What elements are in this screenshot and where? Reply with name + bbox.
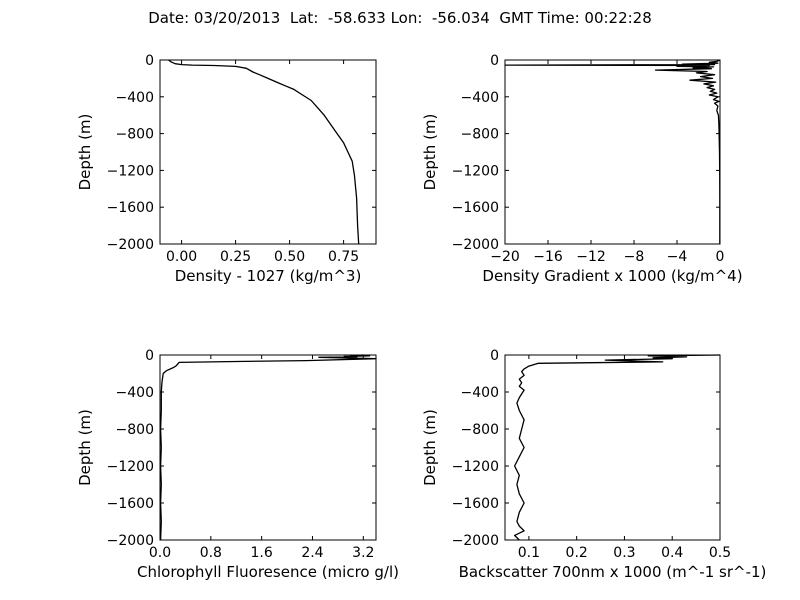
chart-1-y-tick-label: 0 [490,53,499,69]
chart-0-y-tick-label: −1200 [107,163,154,179]
chart-1-x-tick-label: 0 [716,249,725,265]
chart-2-y-tick-label: −2000 [107,533,154,549]
chart-2-y-tick-label: −1600 [107,496,154,512]
chart-0-x-tick-label: 0.75 [328,249,359,265]
chart-3-y-tick-label: 0 [490,348,499,364]
chart-3-x-tick-label: 0.3 [613,545,635,561]
chart-0-y-axis-label: Depth (m) [76,114,94,191]
chart-0-series-0-line [168,59,360,245]
chart-0-y-tick-label: 0 [145,53,154,69]
chart-1-y-tick-label: −2000 [452,237,499,253]
chart-3-x-tick-label: 0.4 [661,545,683,561]
chart-3-y-tick-label: −400 [461,385,499,401]
chart-3-x-axis-label: Backscatter 700nm x 1000 (m^-1 sr^-1) [459,563,767,581]
chart-2-y-tick-label: 0 [145,348,154,364]
chart-1-y-tick-label: −800 [461,127,499,143]
chart-0-y-tick-label: −2000 [107,237,154,253]
chart-3-frame [504,354,721,541]
chart-2-x-tick-label: 3.2 [352,545,374,561]
chart-0-x-tick-label: 0.25 [220,249,251,265]
chart-0-x-axis-label: Density - 1027 (kg/m^3) [175,267,362,285]
chart-2-x-tick-label: 0.8 [200,545,222,561]
chart-2-frame [159,354,377,541]
density-gradient-panel: −20 −16 −12 −8 −4 00−400−800−1200−1600−2000De… [421,53,743,285]
chart-2-x-tick-label: 0.0 [149,545,171,561]
chart-0-y-tick-label: −800 [116,127,154,143]
chart-2-y-tick-label: −800 [116,422,154,438]
chart-1-y-tick-label: −1200 [452,163,499,179]
backscatter-panel: 0.1 0.2 0.3 0.4 0.5 0 −400 −800 −1200 −1600 −2000 B… [421,348,766,581]
chart-0-x-tick-label: 0.00 [166,249,197,265]
chart-2-y-tick-label: −1200 [107,459,154,475]
chart-0-x-tick-label: 0.50 [274,249,305,265]
chart-2-y-tick-label: −400 [116,385,154,401]
chart-1-x-axis-label: Density Gradient x 1000 (kg/m^4) [482,267,742,285]
chart-3-x-tick-label: 0.5 [709,545,731,561]
chart-2-x-axis-label: Chlorophyll Fluoresence (micro g/l) [137,563,399,581]
chart-1-y-axis-label: Depth (m) [421,114,439,191]
chart-3-y-axis-label: Depth (m) [421,409,439,486]
chart-2-series-0-line [159,354,377,541]
chart-3-y-tick-label: −800 [461,422,499,438]
chart-3-y-tick-label: −1200 [452,459,499,475]
chart-1-x-tick-label: −12 [576,249,606,265]
chart-0-frame [159,59,377,245]
chart-3-x-tick-label: 0.2 [566,545,588,561]
chart-0-y-tick-label: −400 [116,90,154,106]
chart-2-y-axis-label: Depth (m) [76,409,94,486]
chart-3-series-0-line [513,354,721,541]
chart-2-x-tick-label: 1.6 [251,545,273,561]
figure-title: Date: 03/20/2013 Lat: -58.633 Lon: -56.0… [148,9,652,27]
chart-1-frame [504,59,721,245]
chart-3-y-tick-label: −2000 [452,533,499,549]
chart-3-x-tick-label: 0.1 [518,545,540,561]
chart-1-x-tick-label: −8 [624,249,645,265]
chart-1-x-tick-label: −20 [490,249,520,265]
chart-1-y-tick-label: −400 [461,90,499,106]
chart-1-y-tick-label: −1600 [452,200,499,216]
chart-2-x-tick-label: 2.4 [301,545,323,561]
density-panel: 0.00 0.25 0.50 0.75 0 −400 −800 −1200 −1600 −2000… [76,53,377,285]
chlorophyll-panel: 0.0 0.8 1.6 2.4 3.2 0 −400 −800 −1200 −1600 −2000 C… [76,348,399,581]
chart-1-series-0-line [504,59,721,244]
chart-3-y-tick-label: −1600 [452,496,499,512]
chart-1-x-tick-label: −16 [533,249,563,265]
chart-0-y-tick-label: −1600 [107,200,154,216]
chart-1-x-tick-label: −4 [667,249,688,265]
